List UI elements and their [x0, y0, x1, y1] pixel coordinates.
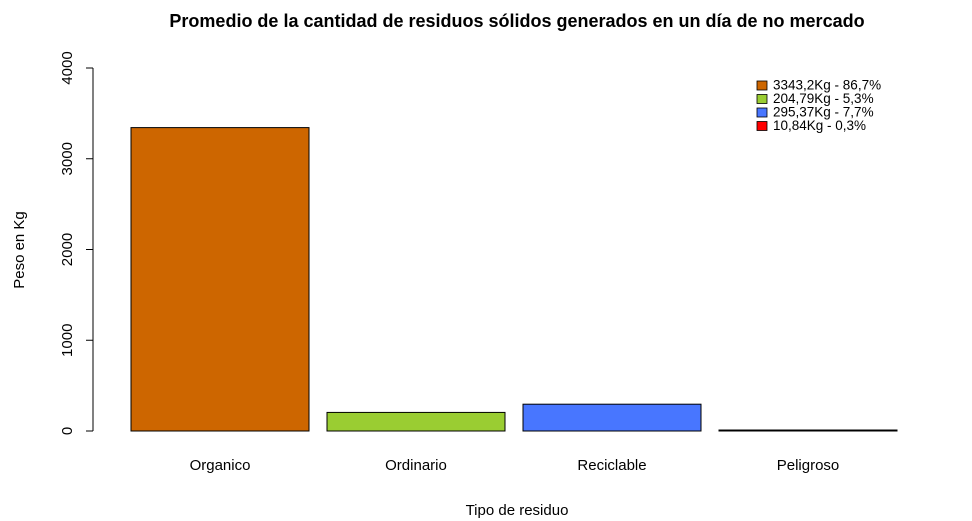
x-tick-label: Peligroso [777, 457, 840, 474]
y-tick-label: 0 [59, 427, 76, 435]
legend-swatch [756, 121, 768, 131]
y-axis-label: Peso en Kg [11, 211, 28, 289]
legend-label: 295,37Kg - 7,7% [773, 105, 874, 120]
legend-label: 10,84Kg - 0,3% [773, 118, 866, 133]
x-tick-label: Organico [190, 457, 251, 474]
legend-swatch [756, 94, 768, 104]
legend-swatch [756, 107, 768, 118]
bar [130, 127, 310, 432]
y-tick-label: 4000 [59, 51, 76, 84]
bar [718, 429, 898, 432]
bar [522, 403, 702, 432]
y-tick-label: 1000 [59, 324, 76, 357]
x-axis-label: Tipo de residuo [466, 502, 569, 519]
legend-label: 204,79Kg - 5,3% [773, 91, 874, 106]
bar [326, 411, 506, 432]
legend-label: 3343,2Kg - 86,7% [773, 78, 881, 93]
x-tick-label: Reciclable [577, 457, 646, 474]
legend-swatch [756, 80, 768, 91]
y-tick-label: 3000 [59, 142, 76, 175]
y-tick-label: 2000 [59, 233, 76, 266]
chart-title: Promedio de la cantidad de residuos sóli… [169, 11, 864, 31]
x-tick-label: Ordinario [385, 457, 447, 474]
